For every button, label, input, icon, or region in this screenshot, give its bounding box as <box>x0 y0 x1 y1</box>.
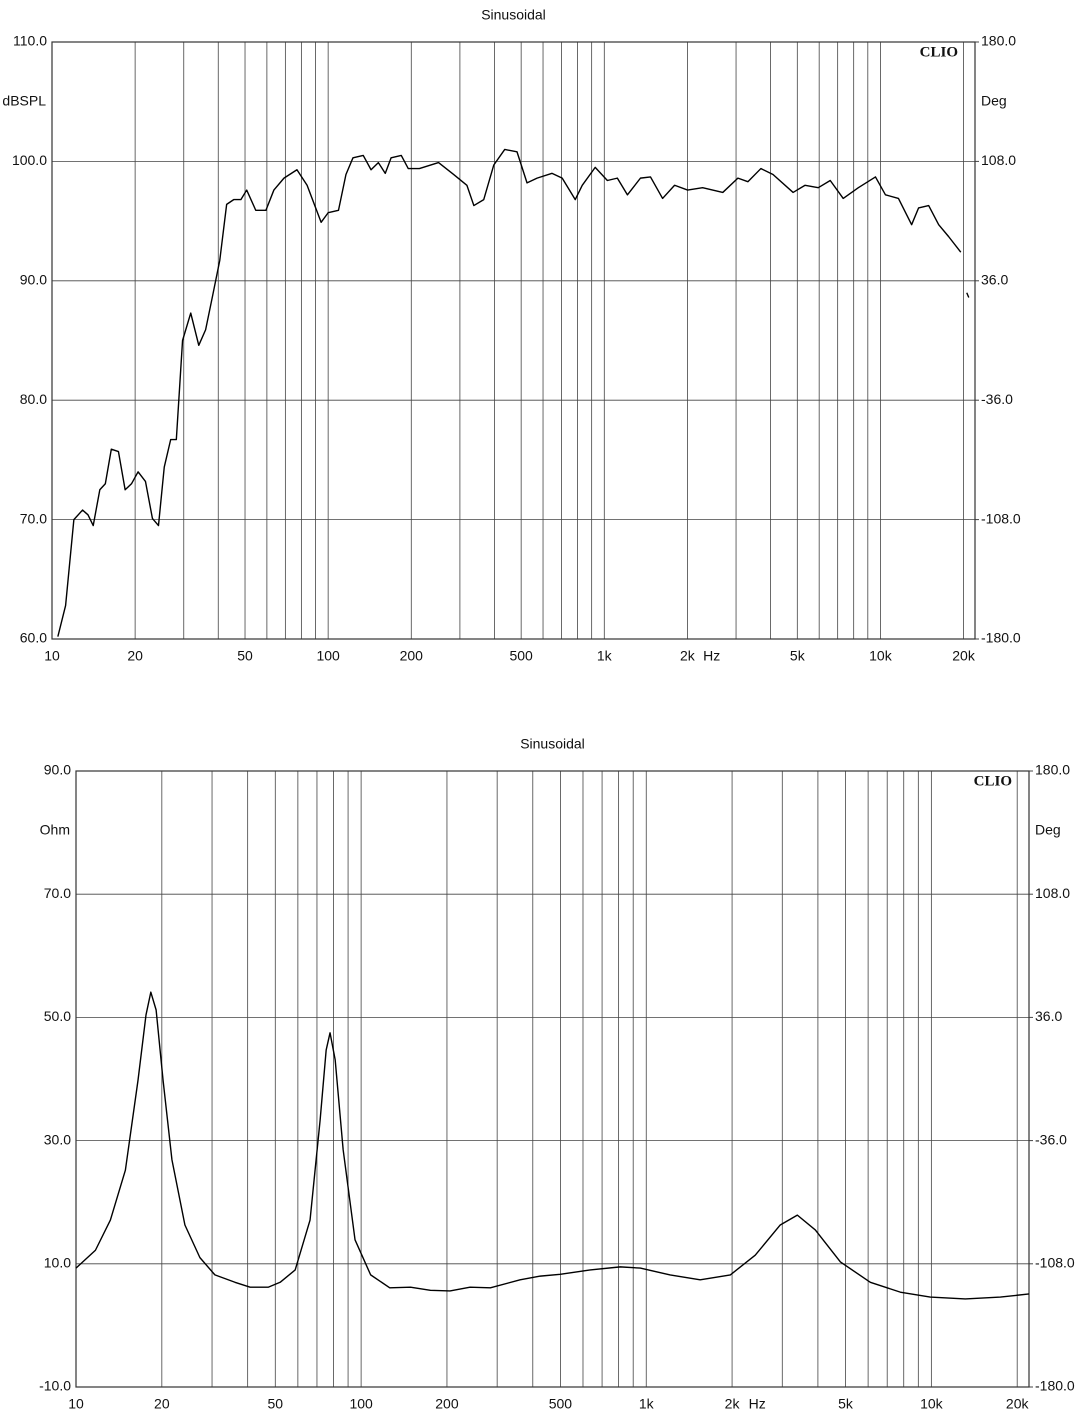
x-unit-label: Hz <box>703 648 720 664</box>
x-tick-label: 50 <box>268 1396 284 1412</box>
x-tick-label: 50 <box>237 648 253 664</box>
y2-axis-label: Deg <box>1035 822 1061 838</box>
x-tick-label: 20 <box>154 1396 170 1412</box>
y2-tick-label: -108.0 <box>981 510 1021 526</box>
x-tick-label: 5k <box>838 1396 854 1412</box>
x-tick-label: 200 <box>435 1396 459 1412</box>
x-tick-label: 200 <box>400 648 424 664</box>
y-tick-label: 70.0 <box>20 510 47 526</box>
data-line <box>57 148 970 637</box>
y-tick-label: 70.0 <box>44 885 71 901</box>
chart: Sinusoidal dBSPL Deg Hz 10 20 50 100 200 500 1k 2k 5… <box>2 7 1021 664</box>
y-tick-label: 90.0 <box>20 272 47 288</box>
y2-tick-label: 36.0 <box>981 272 1008 288</box>
y-tick-label: 90.0 <box>44 762 71 778</box>
chart: Sinusoidal Ohm Deg Hz 10 20 50 100 200 500 1k 2k 5k 1… <box>39 736 1075 1412</box>
y2-axis-label: Deg <box>981 93 1007 109</box>
x-tick-label: 100 <box>349 1396 373 1412</box>
y2-tick-label: -36.0 <box>1035 1131 1067 1147</box>
x-tick-label: 20k <box>952 648 976 664</box>
x-tick-label: 5k <box>790 648 806 664</box>
x-tick-label: 10 <box>44 648 60 664</box>
y-axis-label: dBSPL <box>2 93 46 109</box>
y2-tick-label: -180.0 <box>981 630 1021 646</box>
y2-tick-label: -36.0 <box>981 391 1013 407</box>
x-tick-label: 2k <box>680 648 696 664</box>
y-tick-label: 60.0 <box>20 630 47 646</box>
x-tick-label: 1k <box>639 1396 655 1412</box>
chart-title: Sinusoidal <box>481 7 546 23</box>
y-tick-label: 110.0 <box>13 33 47 49</box>
y2-tick-label: -108.0 <box>1035 1255 1075 1271</box>
y2-tick-label: 108.0 <box>1035 885 1070 901</box>
x-tick-label: 500 <box>509 648 533 664</box>
y-tick-label: 30.0 <box>44 1131 71 1147</box>
x-tick-label: 1k <box>597 648 613 664</box>
x-tick-label: 10k <box>920 1396 944 1412</box>
y2-tick-label: 36.0 <box>1035 1008 1062 1024</box>
x-tick-label: 20 <box>127 648 143 664</box>
y-axis-label: Ohm <box>40 822 70 838</box>
x-tick-label: 10k <box>869 648 893 664</box>
y-tick-label: 80.0 <box>20 391 47 407</box>
annotation: CLIO <box>974 773 1012 789</box>
x-tick-label: 2k <box>725 1396 741 1412</box>
y2-tick-label: -180.0 <box>1035 1378 1075 1394</box>
y-tick-label: 50.0 <box>44 1008 71 1024</box>
plot-frame <box>75 770 1030 1388</box>
chart-title: Sinusoidal <box>520 736 585 752</box>
plot-frame <box>51 41 976 640</box>
y-tick-label: 100.0 <box>12 152 47 168</box>
y-tick-label: -10.0 <box>39 1378 71 1394</box>
annotation: CLIO <box>920 44 958 60</box>
y2-tick-label: 180.0 <box>981 33 1016 49</box>
y2-tick-label: 180.0 <box>1035 762 1070 778</box>
x-tick-label: 500 <box>549 1396 573 1412</box>
data-line <box>75 991 1030 1300</box>
y2-tick-label: 108.0 <box>981 152 1016 168</box>
x-tick-label: 20k <box>1006 1396 1030 1412</box>
x-unit-label: Hz <box>749 1396 766 1412</box>
x-tick-label: 10 <box>68 1396 84 1412</box>
y-tick-label: 10.0 <box>44 1255 71 1271</box>
x-tick-label: 100 <box>316 648 340 664</box>
